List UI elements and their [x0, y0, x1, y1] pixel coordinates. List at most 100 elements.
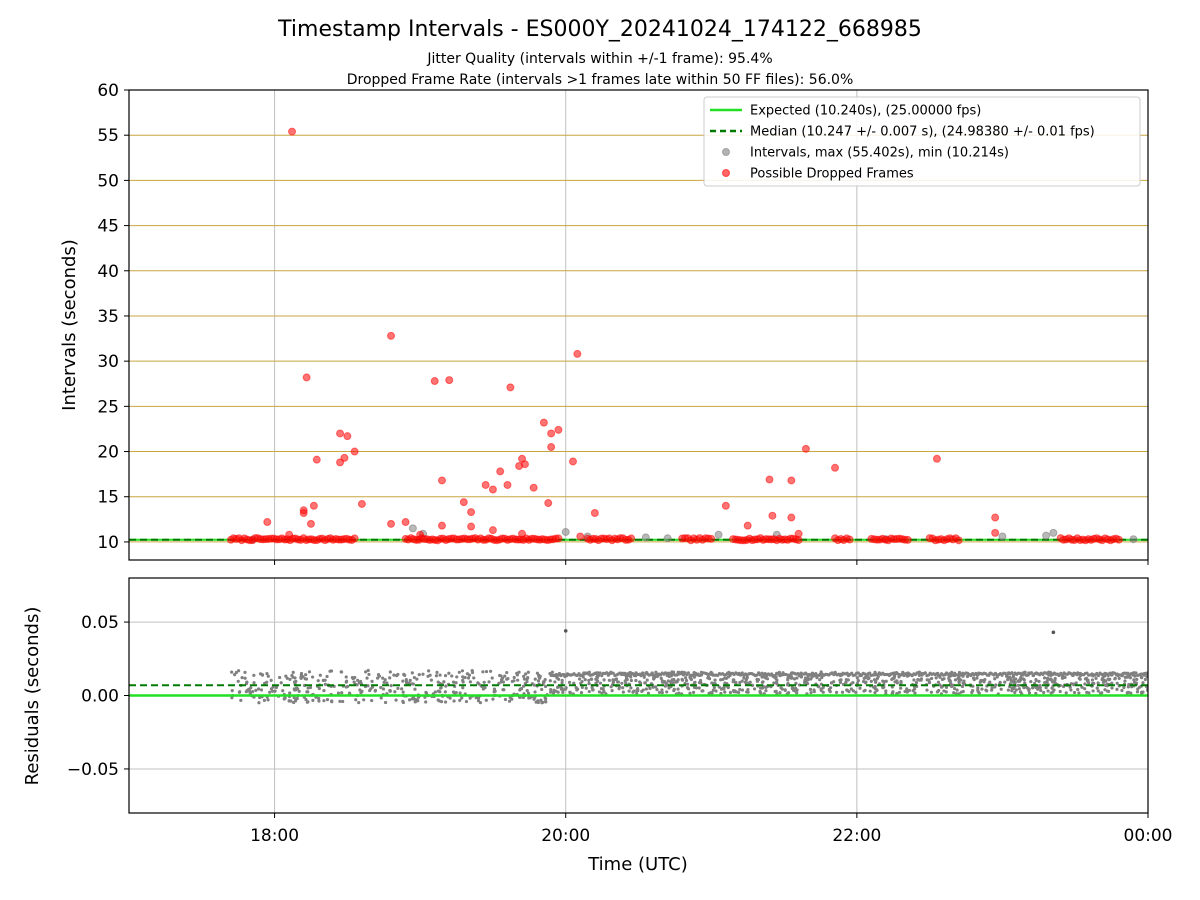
legend: Expected (10.240s), (25.00000 fps) Median… [703, 96, 1141, 187]
residual-point [550, 670, 554, 674]
residual-point [949, 681, 953, 685]
dropped-frame-point [1165, 537, 1172, 544]
residual-point [410, 697, 414, 701]
residual-point [388, 670, 392, 674]
residual-point [699, 681, 703, 685]
residual-point [1184, 688, 1187, 691]
residual-point [1187, 685, 1190, 688]
residual-point [1179, 676, 1182, 679]
residual-point [1191, 691, 1194, 694]
residual-point [317, 699, 321, 703]
residual-point [1177, 685, 1180, 688]
residuals-panel: −0.050.000.0518:0020:0022:0000:0002:0004… [67, 577, 1194, 846]
residual-point [1074, 681, 1078, 685]
bottom-y-tick-label: −0.05 [67, 760, 119, 780]
residual-point [245, 680, 249, 684]
dropped-frame-point [263, 518, 272, 527]
residual-point [600, 691, 604, 695]
residual-point [1046, 689, 1050, 693]
residual-point [236, 669, 241, 673]
residual-point [970, 690, 974, 695]
residual-point [1152, 692, 1155, 695]
dropped-frame-point [554, 425, 563, 434]
residual-point [591, 688, 595, 692]
dropped-frame-point [794, 529, 803, 538]
residual-point [1172, 692, 1175, 695]
residual-point [854, 690, 858, 694]
residual-point [760, 671, 764, 675]
residual-point [1183, 679, 1186, 682]
residual-point [400, 687, 404, 691]
residual-point [340, 691, 344, 695]
interval-point [663, 534, 672, 543]
residual-point [1149, 671, 1152, 674]
residual-point [1037, 679, 1041, 683]
residual-point [786, 691, 791, 695]
residual-point [840, 690, 845, 694]
residual-point [1136, 687, 1140, 691]
residual-point [624, 681, 628, 685]
residual-point [1162, 679, 1165, 682]
residual-point [790, 686, 794, 691]
residual-point [605, 671, 609, 675]
residual-point [458, 691, 462, 695]
residual-point [998, 680, 1002, 684]
residual-point [476, 699, 481, 703]
dropped-frame-point [340, 453, 349, 462]
residual-point [712, 685, 716, 690]
residual-point [884, 689, 888, 693]
legend-box [703, 96, 1141, 187]
residual-point [491, 697, 495, 701]
residual-point [1159, 691, 1162, 694]
residual-outlier-point [563, 629, 568, 633]
residual-point [1094, 676, 1098, 680]
residual-point [1157, 673, 1160, 676]
residual-point [1175, 673, 1178, 676]
dropped-frame-point [309, 501, 318, 510]
residual-point [236, 679, 240, 683]
residual-point [572, 681, 576, 685]
dropped-frame-point [568, 457, 577, 466]
residual-point [680, 678, 685, 682]
residual-point [329, 669, 334, 673]
dropped-frame-point [768, 511, 777, 520]
residual-point [1127, 683, 1131, 687]
residual-point [635, 691, 639, 695]
dropped-frame-point [302, 373, 311, 382]
residual-point [451, 680, 456, 684]
dropped-frame-point [1192, 536, 1199, 543]
bottom-x-tick-label: 18:00 [250, 826, 299, 846]
residual-point [849, 687, 853, 691]
residual-point [1029, 671, 1034, 675]
dropped-frame-point [801, 444, 810, 453]
residual-point [881, 679, 885, 683]
residual-point [1135, 677, 1139, 681]
residual-point [707, 691, 711, 695]
residual-point [627, 689, 631, 693]
residual-point [953, 678, 958, 682]
residual-point [450, 674, 454, 678]
residual-point [632, 673, 637, 678]
residual-point [1182, 691, 1185, 694]
residual-point [292, 700, 296, 705]
residual-point [691, 690, 696, 694]
residual-point [304, 697, 308, 702]
top-y-tick-label: 35 [97, 307, 119, 327]
residual-point [379, 696, 383, 700]
residual-point [975, 676, 979, 680]
residual-point [439, 686, 443, 690]
residual-point [518, 688, 522, 692]
residual-point [1045, 679, 1049, 683]
residual-point [1014, 677, 1018, 681]
residual-point [723, 681, 727, 685]
residual-point [544, 697, 548, 701]
residual-point [268, 690, 272, 694]
residual-point [434, 674, 439, 678]
residual-point [556, 690, 560, 694]
residual-point [897, 690, 902, 694]
residual-point [553, 680, 557, 684]
residual-point [620, 681, 624, 685]
residual-point [802, 680, 807, 685]
dropped-frame-point [350, 447, 359, 456]
